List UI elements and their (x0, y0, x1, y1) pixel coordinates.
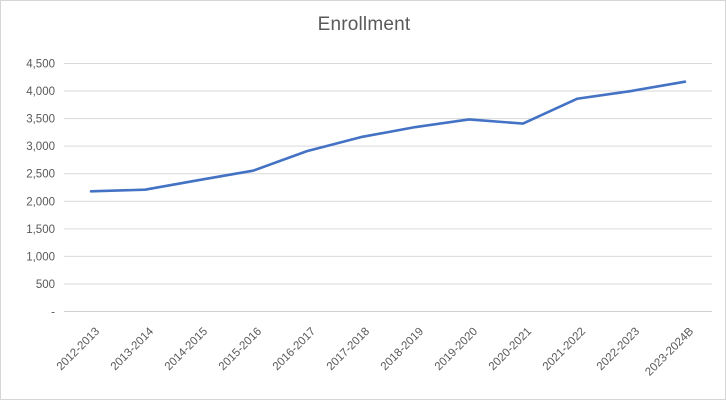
y-axis-tick-label: 2,000 (26, 196, 55, 208)
y-axis-tick-label: 2,500 (26, 169, 55, 181)
y-axis-tick-label: 4,500 (26, 59, 55, 71)
x-axis-tick-label: 2018-2019 (379, 326, 426, 373)
y-axis-tick-label: 1,500 (26, 224, 55, 236)
x-axis-tick-label: 2012-2013 (55, 326, 102, 373)
enrollment-line-series (89, 80, 687, 193)
y-axis-tick-label: 3,000 (26, 141, 55, 153)
y-axis-tick-label: 500 (36, 279, 55, 291)
y-axis-tick-label: - (51, 307, 55, 319)
x-axis-tick-label: 2014-2015 (163, 326, 210, 373)
x-axis-tick-label: 2020-2021 (487, 326, 534, 373)
x-axis-tick-label: 2021-2022 (541, 326, 588, 373)
y-axis-tick-label: 4,000 (26, 86, 55, 98)
x-axis-tick-label: 2019-2020 (433, 326, 480, 373)
x-axis-tick-label: 2017-2018 (325, 326, 372, 373)
x-axis-tick-label: 2016-2017 (271, 326, 318, 373)
x-axis-tick-label: 2015-2016 (217, 326, 264, 373)
y-axis-tick-label: 3,500 (26, 114, 55, 126)
chart-title: Enrollment (317, 14, 411, 35)
x-axis-tick-label: 2023-2024B (643, 325, 696, 378)
y-axis-tick-label: 1,000 (26, 251, 55, 263)
x-axis-tick-label: 2013-2014 (109, 325, 157, 373)
x-axis-tick-label: 2022-2023 (595, 326, 642, 373)
